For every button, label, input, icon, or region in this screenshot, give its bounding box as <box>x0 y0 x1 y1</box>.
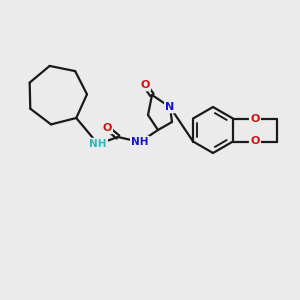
Text: O: O <box>102 123 112 133</box>
Text: NH: NH <box>89 139 107 149</box>
Text: O: O <box>250 136 260 146</box>
Text: O: O <box>250 113 260 124</box>
Text: O: O <box>140 80 150 90</box>
Text: NH: NH <box>131 137 149 147</box>
Text: N: N <box>165 102 175 112</box>
